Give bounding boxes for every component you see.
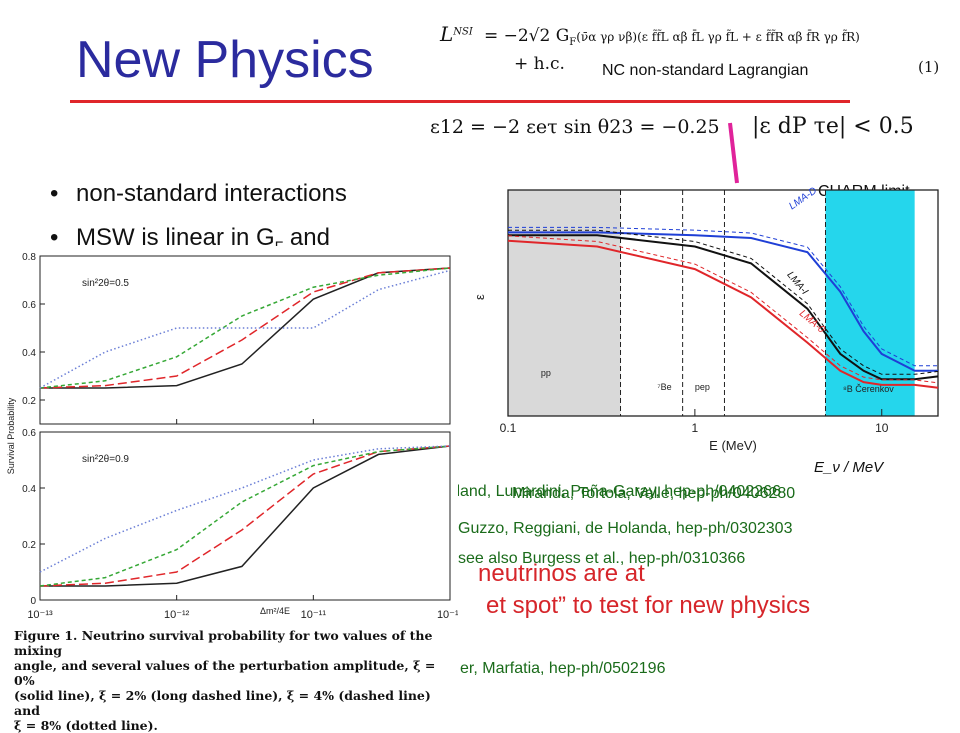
lagrangian-line1-rest: (ν̄α γρ νβ)(ε f̃f̃L αβ f̄L γρ f̃L + ε f̃…: [576, 30, 860, 44]
series-line: [39, 267, 451, 389]
reference-burgess: see also Burgess et al., hep-ph/0310366: [458, 550, 746, 567]
plot-frame: [507, 189, 939, 417]
series-line: [39, 267, 451, 389]
series-band: [507, 235, 939, 384]
y-tick-label: 0.4: [22, 484, 36, 495]
lagrangian-caption: NC non-standard Lagrangian: [602, 62, 809, 79]
title-underline: [70, 100, 850, 103]
series-line: [40, 445, 451, 587]
caption-line: (solid line), ξ = 2% (long dashed line),…: [14, 688, 431, 718]
series-line: [39, 445, 451, 573]
bullet-msw-sub: F: [275, 238, 284, 254]
caption-line: Figure 1. Neutrino survival probability …: [14, 628, 433, 658]
region-label: pep: [695, 382, 710, 392]
energy-axis-label: E_ν / MeV: [814, 459, 885, 476]
series-line: [508, 231, 938, 372]
charm-bound: |ε dP τe| < 0.5: [752, 114, 914, 139]
highlight-line1: neutrinos are at: [478, 560, 645, 587]
pp-region: [508, 190, 621, 416]
figure-caption: Figure 1. Neutrino survival probability …: [14, 628, 458, 733]
x-tick-label: 10: [875, 421, 889, 435]
y-tick-label: 0.4: [22, 348, 36, 359]
region-label: pp: [541, 368, 551, 378]
series-line: [507, 239, 939, 389]
panel-label: sin²2θ=0.5: [82, 278, 129, 289]
y-tick-label: 0.8: [22, 252, 36, 263]
equation-number: (1): [918, 58, 940, 76]
caption-line: ξ = 8% (dotted line).: [14, 718, 158, 733]
y-axis-label: ε: [472, 294, 487, 300]
lagrangian-formula: LNSI = −2√2 GF(ν̄α γρ νβ)(ε f̃f̃L αβ f̄L…: [440, 22, 960, 82]
x-axis-label: E (MeV): [709, 438, 757, 453]
lagrangian-line2: + h.c.: [514, 54, 565, 74]
lagrangian-gf-sub: F: [569, 37, 577, 49]
lagrangian-lhs: L: [440, 22, 454, 46]
mixing-survival-plot: 0.8 0.6 0.4 0.2 sin²2θ=0.5 0.6 0.4 0.2 0 sin²2θ=0…: [6, 252, 458, 621]
reference-guzzo: Guzzo, Reggiani, de Holanda, hep-ph/0302…: [458, 520, 793, 537]
x-tick-label: 10⁻¹⁰: [437, 609, 458, 621]
reference-overlap-a: Friedland, Lunardini, Peña-Garay, hep-ph…: [420, 483, 781, 500]
bullet-nsi-text: non-standard interactions: [76, 180, 347, 207]
reference-marfatia: er, Marfatia, hep-ph/0502196: [460, 660, 666, 677]
lagrangian-line1: = −2√2 G: [483, 26, 570, 46]
highlight-line2b: et spot” to test for new physics: [486, 592, 811, 619]
y-tick-label: 0.2: [22, 396, 36, 407]
series-line: [39, 445, 451, 587]
magenta-marker-line: [728, 122, 739, 184]
plot-frame: [39, 255, 451, 425]
caption-line: angle, and several values of the perturb…: [14, 658, 436, 688]
epsilon-relation: ε12 = −2 εeτ sin θ23 = −0.25: [430, 116, 720, 138]
region-label: ⁷Be: [657, 382, 671, 392]
bullet-dot: •: [50, 224, 59, 251]
x-axis-label: Δm²/4E: [260, 606, 290, 616]
left-figure-panel: 0.8 0.6 0.4 0.2 sin²2θ=0.5 0.6 0.4 0.2 0 sin²2θ=0…: [0, 246, 458, 733]
reference-overlap-b: Miranda, Tortola, Valle, hep-ph/0406280: [512, 485, 796, 502]
bullet-nsi: • non-standard interactions: [50, 180, 347, 208]
panel-label: sin²2θ=0.9: [82, 454, 129, 465]
y-tick-label: 0.6: [22, 428, 36, 439]
y-tick-label: 0.6: [22, 300, 36, 311]
series-line: [508, 234, 939, 381]
y-axis-label: Survival Probability: [6, 397, 16, 474]
y-tick-label: 0.2: [22, 540, 36, 551]
lagrangian-lhs-sup: NSI: [453, 26, 473, 38]
series-label: LMA-0: [797, 308, 827, 336]
series-band: [508, 229, 939, 375]
y-tick-label: 0: [30, 596, 36, 607]
plot-frame: [39, 431, 451, 601]
slide-title: New Physics: [76, 31, 374, 89]
x-tick-label: 10⁻¹³: [27, 609, 53, 621]
x-tick-label: 0.1: [500, 421, 517, 435]
x-tick-label: 1: [692, 421, 699, 435]
bullet-dot: •: [50, 180, 59, 207]
series-line: [39, 445, 451, 587]
region-label: ⁸B Čerenkov: [843, 384, 894, 394]
x-tick-label: 10⁻¹²: [164, 609, 190, 621]
x-tick-label: 10⁻¹¹: [301, 609, 327, 621]
